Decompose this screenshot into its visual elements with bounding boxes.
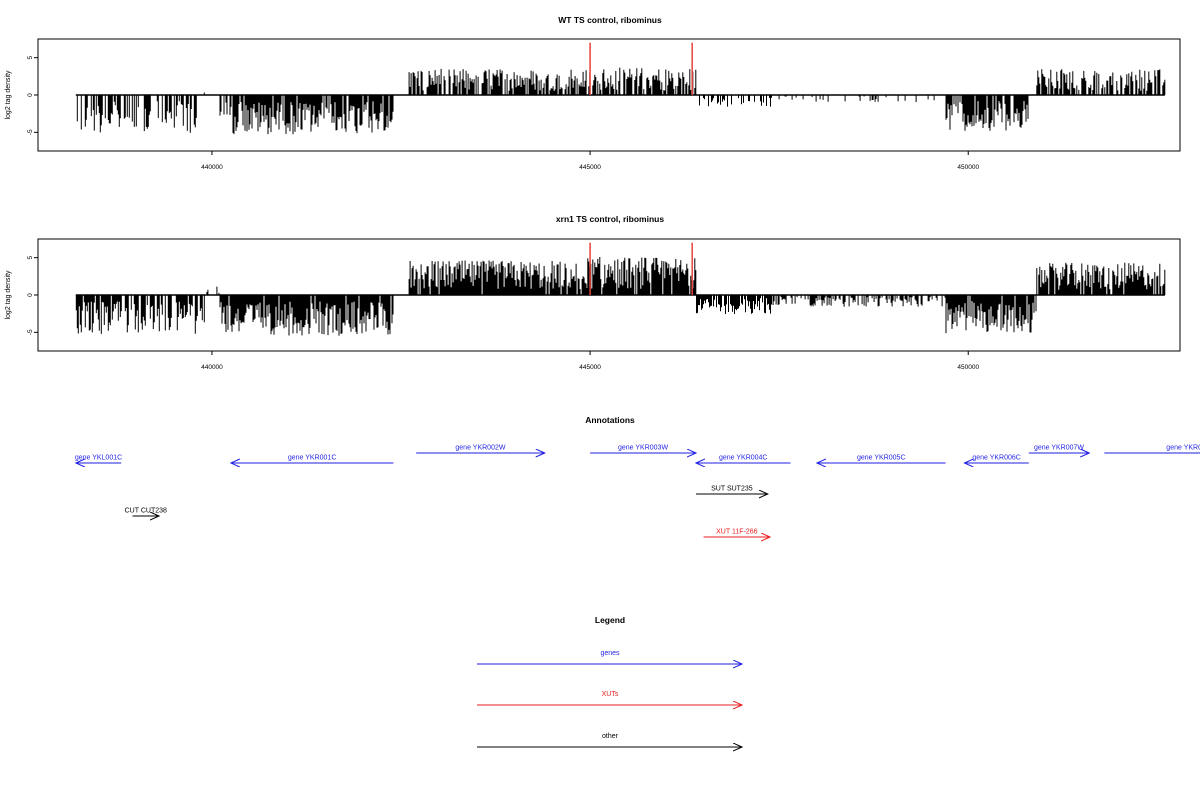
x-tick-label: 445000: [579, 164, 601, 171]
panel-wt-bars-region-8: [1036, 69, 1166, 95]
panel-wt-bars-region-5: [699, 95, 772, 107]
y-tick-label: 5: [27, 255, 34, 259]
x-tick-label: 440000: [201, 164, 223, 171]
panel-xrn1-bars-region-3: [408, 260, 587, 295]
y-tick-label: 5: [27, 55, 34, 59]
panel-wt-bars-region-4: [588, 67, 697, 95]
legend-title: Legend: [595, 615, 625, 625]
y-tick-label: 0: [27, 293, 34, 297]
feature-label: gene YKR003W: [618, 445, 668, 452]
feature-label: SUT SUT235: [711, 486, 753, 493]
panel-xrn1-bars-region-1: [206, 286, 220, 295]
y-tick-label: -5: [27, 329, 34, 335]
annotations-title: Annotations: [585, 415, 635, 425]
panel-wt-bars: [75, 42, 1166, 135]
panel-wt-yaxis: -5 0 5: [27, 55, 38, 135]
legend-items: genes XUTs other: [477, 650, 742, 747]
legend-label-other: other: [602, 733, 619, 740]
feature-label: gene YKR005C: [857, 455, 906, 462]
feature-label: gene YKR007W: [1034, 445, 1084, 452]
panel-wt-bars-region-2: [219, 95, 394, 135]
panel-xrn1-bars-region-7: [945, 295, 1037, 334]
panel-xrn1-bars-region-0: [75, 295, 205, 334]
panel-xrn1-bars-region-5: [696, 295, 772, 314]
legend-label-gene: genes: [600, 650, 620, 657]
panel-xrn1-bars-region-6: [772, 295, 946, 307]
panel-xrn1-bars: [75, 242, 1166, 336]
feature-label: gene YKR008W: [1166, 445, 1200, 452]
panel-xrn1-xaxis: 440000 445000 450000: [201, 351, 979, 371]
panel-wt-title: WT TS control, ribominus: [558, 15, 662, 25]
x-tick-label: 445000: [579, 364, 601, 371]
feature-label: XUT 11F-266: [716, 529, 757, 536]
panel-wt: WT TS control, ribominus log2 tag densit…: [5, 15, 1181, 171]
panel-wt-bars-region-6: [778, 95, 935, 103]
panel-xrn1: xrn1 TS control, ribominus log2 tag dens…: [5, 214, 1181, 371]
panel-xrn1-bars-region-4: [586, 257, 697, 295]
y-tick-label: -5: [27, 129, 34, 135]
panel-xrn1-bars-region-8: [1036, 262, 1166, 295]
annotation-features: gene YKL001C gene YKR001C gene YKR002W gene…: [75, 445, 1200, 538]
panel-xrn1-ylabel: log2 tag density: [5, 270, 12, 320]
panel-wt-ylabel: log2 tag density: [5, 70, 12, 120]
legend-label-xut: XUTs: [602, 691, 619, 698]
feature-label: gene YKR004C: [719, 455, 768, 462]
feature-label: gene YKR001C: [288, 455, 337, 462]
feature-label: gene YKR002W: [455, 445, 505, 452]
annotations-track: Annotations gene YKL001C gene YKR001Cgene…: [75, 415, 1200, 537]
feature-label: gene YKL001C: [75, 455, 122, 462]
panel-wt-bars-region-7: [945, 95, 1029, 131]
y-tick-label: 0: [27, 93, 34, 97]
panel-xrn1-yaxis: -5 0 5: [27, 255, 38, 335]
feature-label: gene YKR006C: [972, 455, 1021, 462]
legend: Legend genes XUTs other: [477, 615, 742, 747]
x-tick-label: 450000: [957, 364, 979, 371]
x-tick-label: 450000: [957, 164, 979, 171]
panel-xrn1-title: xrn1 TS control, ribominus: [556, 214, 664, 224]
panel-wt-xaxis: 440000 445000 450000: [201, 151, 979, 171]
panel-wt-bars-region-3: [408, 68, 587, 95]
feature-label: CUT CUT238: [125, 508, 167, 515]
panel-xrn1-bars-region-2: [219, 295, 394, 336]
panel-wt-bars-region-0: [76, 95, 197, 133]
x-tick-label: 440000: [201, 364, 223, 371]
